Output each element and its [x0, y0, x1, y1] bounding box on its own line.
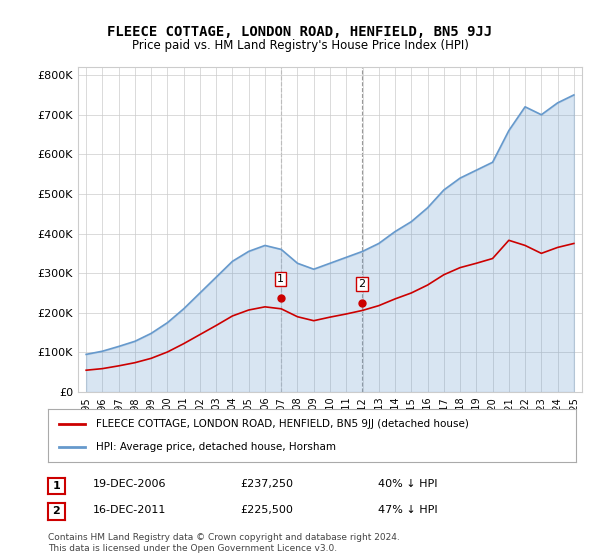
Text: 1: 1 — [277, 274, 284, 284]
Text: Contains HM Land Registry data © Crown copyright and database right 2024.
This d: Contains HM Land Registry data © Crown c… — [48, 533, 400, 553]
Text: £237,250: £237,250 — [240, 479, 293, 489]
Text: 2: 2 — [53, 506, 60, 516]
Text: Price paid vs. HM Land Registry's House Price Index (HPI): Price paid vs. HM Land Registry's House … — [131, 39, 469, 52]
Text: £225,500: £225,500 — [240, 505, 293, 515]
Text: 40% ↓ HPI: 40% ↓ HPI — [378, 479, 437, 489]
Text: 47% ↓ HPI: 47% ↓ HPI — [378, 505, 437, 515]
Text: 2: 2 — [358, 279, 365, 289]
Text: 1: 1 — [53, 481, 60, 491]
Text: FLEECE COTTAGE, LONDON ROAD, HENFIELD, BN5 9JJ: FLEECE COTTAGE, LONDON ROAD, HENFIELD, B… — [107, 25, 493, 39]
Text: 19-DEC-2006: 19-DEC-2006 — [93, 479, 167, 489]
Text: FLEECE COTTAGE, LONDON ROAD, HENFIELD, BN5 9JJ (detached house): FLEECE COTTAGE, LONDON ROAD, HENFIELD, B… — [95, 419, 469, 429]
Text: 16-DEC-2011: 16-DEC-2011 — [93, 505, 166, 515]
Text: HPI: Average price, detached house, Horsham: HPI: Average price, detached house, Hors… — [95, 442, 335, 452]
